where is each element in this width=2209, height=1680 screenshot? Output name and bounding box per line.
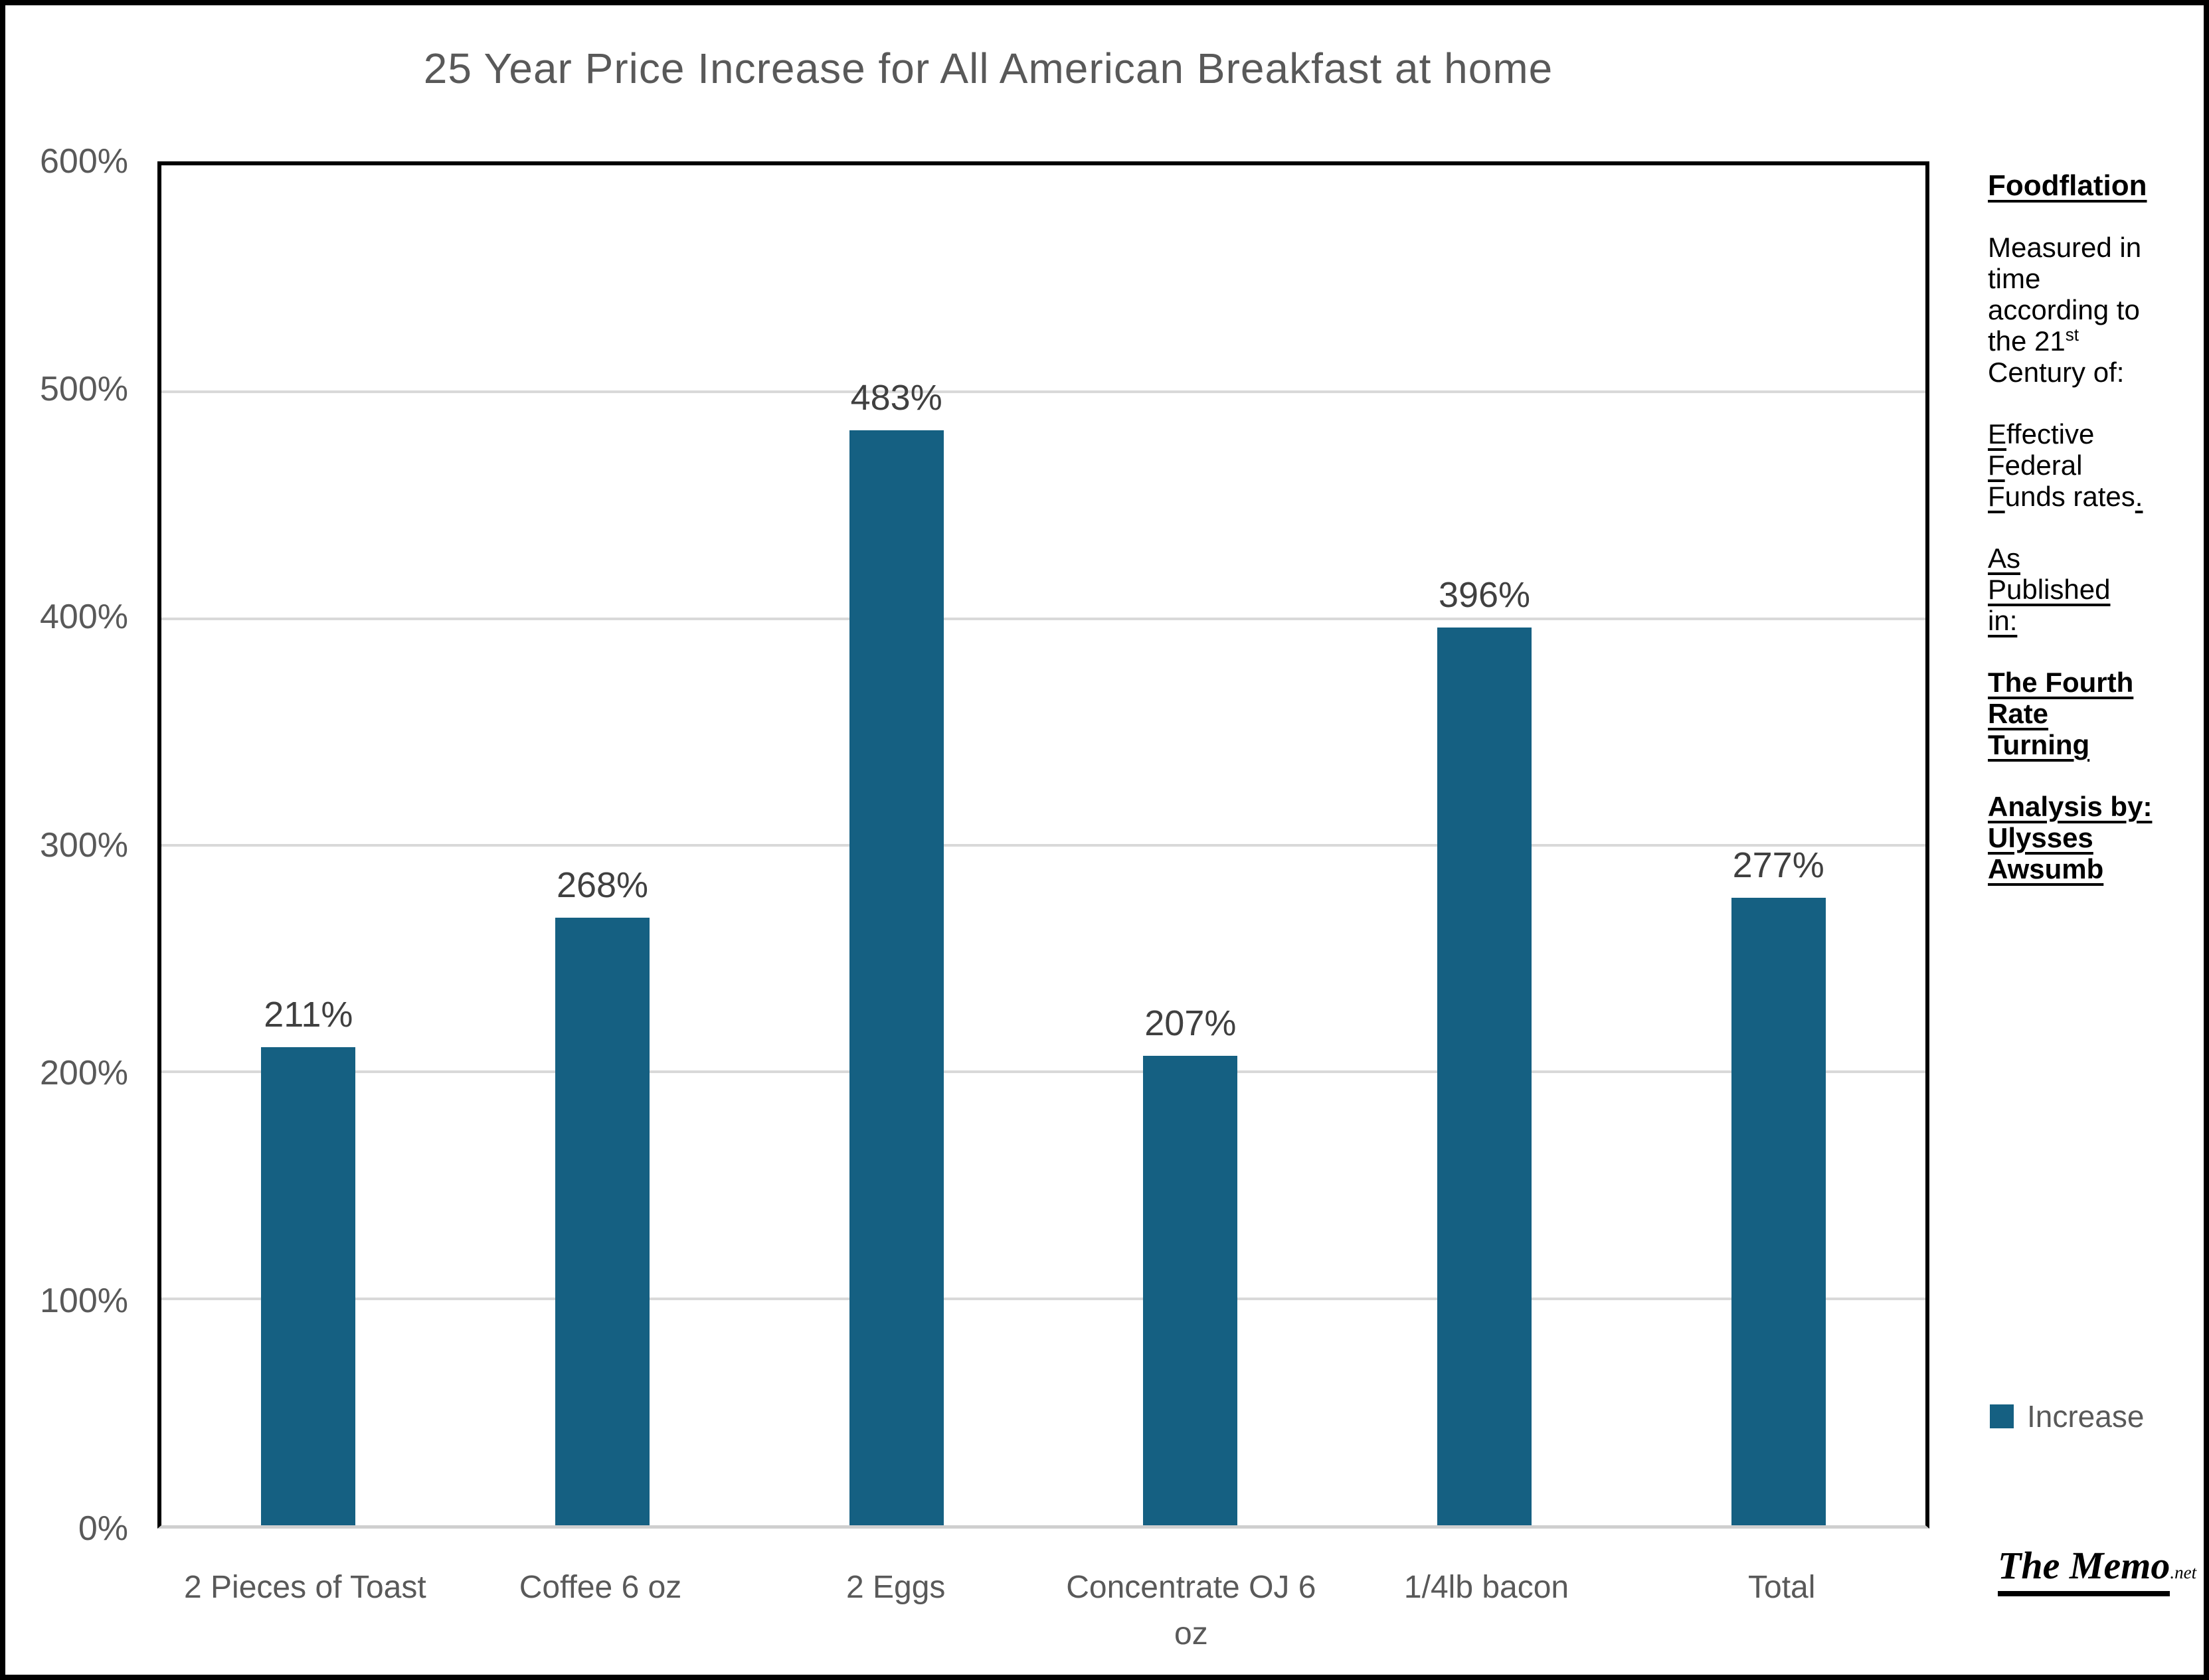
sidebar-line-text: ederal	[2004, 450, 2083, 481]
sidebar-line: in:	[1988, 605, 2168, 636]
underlined-initial: F	[1988, 481, 2005, 512]
bar-2-eggs: 483%	[849, 378, 944, 1525]
sidebar-line: As	[1988, 543, 2168, 574]
sidebar-eff-note: Effective Federal Funds rates.	[1988, 418, 2168, 512]
sidebar-line: Federal	[1988, 450, 2168, 481]
sidebar-heading: Foodflation	[1988, 170, 2168, 201]
memo-logo: The Memo.net	[1998, 1543, 2197, 1596]
bar-coffee-6-oz: 268%	[555, 865, 650, 1525]
gridline	[161, 844, 1925, 847]
sidebar-line: according to	[1988, 294, 2140, 325]
legend-swatch-increase	[1990, 1404, 2014, 1428]
sidebar-analysis-credit: Analysis by: Ulysses Awsumb	[1988, 791, 2168, 884]
sidebar-line-text: Awsumb	[1988, 853, 2104, 884]
sidebar-line-text: unds rates	[2004, 481, 2135, 512]
sidebar-line: Analysis by:	[1988, 791, 2168, 822]
x-category-label: 2 Eggs	[845, 1570, 946, 1605]
sidebar-notes: Foodflation Measured in time according t…	[1988, 170, 2168, 915]
sidebar-line: Funds rates.	[1988, 481, 2168, 512]
sidebar-line-text: ffective	[2006, 418, 2095, 450]
underlined-initial: E	[1988, 418, 2007, 450]
x-category-label: Total	[1748, 1570, 1816, 1605]
bar-2-pieces-of-toast: 211%	[261, 995, 356, 1525]
y-tick-label: 200%	[40, 1053, 128, 1092]
sidebar-line-text: Analysis by:	[1988, 791, 2153, 822]
sidebar-line-text: As	[1988, 543, 2021, 574]
bar-value-label: 483%	[850, 378, 942, 418]
gridline	[161, 1070, 1925, 1074]
x-category-label: 2 Pieces of Toast	[184, 1570, 426, 1605]
bar-value-label: 207%	[1144, 1003, 1237, 1044]
x-category-label: Concentrate OJ 6 oz	[1066, 1570, 1316, 1651]
sidebar-line: Measured in	[1988, 232, 2142, 263]
sidebar-heading-text: Foodflation	[1988, 169, 2147, 202]
sidebar-source-title: The Fourth Rate Turning	[1988, 667, 2168, 760]
x-category-label: 1/4lb bacon	[1403, 1570, 1569, 1605]
y-axis-labels: 0% 100% 200% 300% 400% 500% 600%	[19, 142, 128, 1548]
sidebar-line-text: in:	[1988, 605, 2018, 636]
bar-concentrate-oj-6-oz: 207%	[1143, 1003, 1238, 1525]
y-tick-label: 400%	[40, 598, 128, 637]
sidebar-line: Published	[1988, 574, 2168, 605]
bar-total: 277%	[1731, 845, 1826, 1525]
legend: Increase	[1990, 1398, 2144, 1434]
sidebar-line: Turning	[1988, 729, 2168, 760]
sidebar-line-text: Rate	[1988, 698, 2049, 729]
sidebar-line: The Fourth	[1988, 667, 2168, 698]
sidebar-line-text: Published	[1988, 574, 2111, 605]
sidebar-line-text: the 21	[1988, 325, 2066, 357]
sidebar-published-note: As Published in:	[1988, 543, 2168, 636]
sidebar-line-text: The Fourth	[1988, 667, 2134, 698]
memo-logo-suffix: .net	[2170, 1562, 2197, 1582]
sidebar-line: Awsumb	[1988, 853, 2168, 884]
underlined-period: .	[2135, 481, 2143, 512]
underlined-initial: F	[1988, 450, 2005, 481]
sidebar-measured-note: Measured in time according to the 21st C…	[1988, 232, 2168, 388]
gridline	[161, 390, 1925, 394]
y-tick-label: 500%	[40, 370, 128, 409]
y-tick-label: 100%	[40, 1281, 128, 1320]
sidebar-line-text: Turning	[1988, 729, 2090, 760]
sidebar-line: Ulysses	[1988, 822, 2168, 853]
bar-value-label: 277%	[1732, 845, 1824, 885]
sidebar-line: the 21st	[1988, 325, 2168, 357]
gridline	[161, 617, 1925, 620]
sidebar-line: time	[1988, 263, 2041, 294]
sidebar-line: Rate	[1988, 698, 2168, 729]
bar-value-label: 211%	[264, 994, 353, 1035]
gridline	[161, 1297, 1925, 1300]
chart-title: 25 Year Price Increase for All American …	[423, 44, 1553, 92]
legend-label: Increase	[2027, 1399, 2145, 1434]
plot-area: 211% 268% 483% 207% 396% 277%	[157, 161, 1929, 1529]
sidebar-line: Century of:	[1988, 357, 2125, 388]
bar-value-label: 396%	[1438, 575, 1531, 616]
memo-logo-main: The Memo	[1998, 1544, 2170, 1596]
x-category-label: Coffee 6 oz	[519, 1570, 682, 1605]
bar-1-4lb-bacon: 396%	[1437, 575, 1532, 1525]
y-tick-label: 300%	[40, 825, 128, 865]
y-tick-label: 0%	[78, 1509, 128, 1548]
bar-value-label: 268%	[556, 865, 649, 906]
sidebar-line: Effective	[1988, 418, 2168, 450]
x-axis-labels: 2 Pieces of Toast Coffee 6 oz 2 Eggs Concen…	[157, 1564, 1929, 1657]
sidebar-line-text: Ulysses	[1988, 822, 2093, 853]
ordinal-superscript: st	[2065, 325, 2079, 345]
y-tick-label: 600%	[40, 142, 128, 181]
